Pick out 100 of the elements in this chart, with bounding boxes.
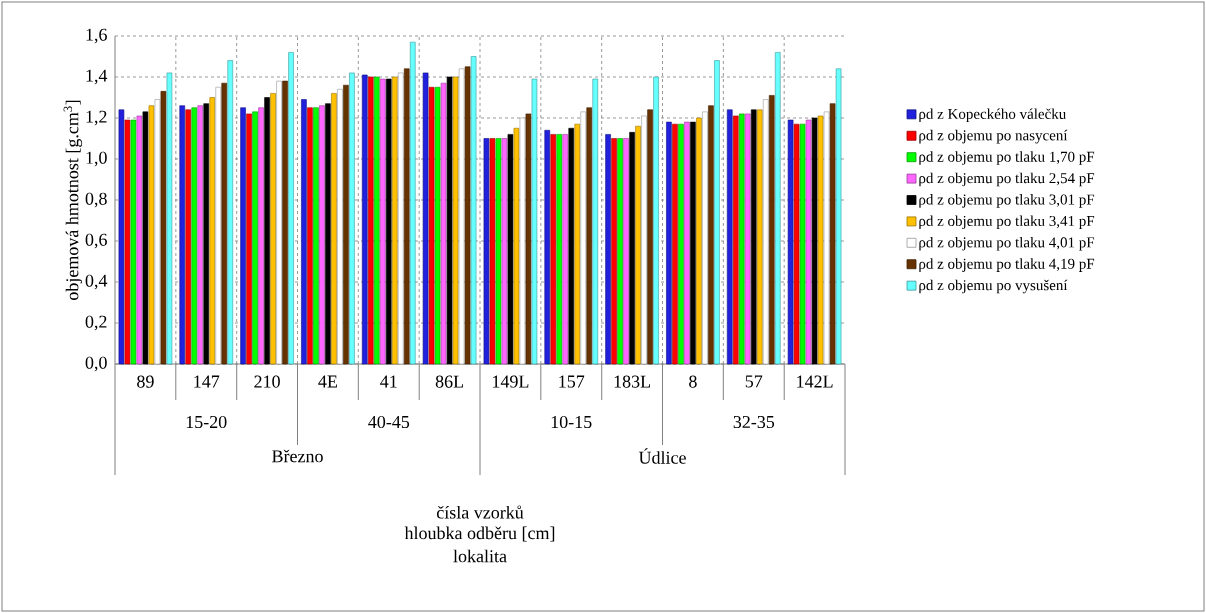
- bar: [556, 134, 563, 365]
- bar: [544, 130, 551, 365]
- bar: [313, 107, 319, 365]
- y-tick-label: 0,0: [85, 356, 107, 372]
- x-tick-label: 149L: [493, 375, 529, 388]
- bar: [605, 134, 611, 365]
- bar: [568, 127, 575, 365]
- bar: [452, 76, 459, 365]
- bar: [684, 121, 690, 365]
- bar: [635, 125, 641, 365]
- bar: [270, 93, 276, 365]
- x-tick-label: 86L: [435, 375, 463, 388]
- x-tick-label: 210: [254, 375, 280, 388]
- bar: [489, 138, 496, 365]
- legend-label: ρd z objemu po tlaku 1,70 pF: [919, 151, 1095, 165]
- bar: [264, 97, 270, 365]
- bar: [118, 109, 125, 365]
- text: Údlice: [638, 448, 686, 464]
- text: Březno: [272, 449, 323, 463]
- bar: [672, 123, 678, 365]
- bar: [470, 56, 477, 365]
- bar: [580, 111, 587, 365]
- bar: [373, 76, 380, 365]
- x-tick-label: 142L: [797, 375, 833, 388]
- bar: [422, 72, 429, 365]
- y-tick-label: 1,6: [86, 28, 107, 44]
- bar: [525, 113, 532, 365]
- bar: [191, 107, 198, 365]
- text: hloubka odběru [cm]: [404, 526, 555, 542]
- bar: [361, 74, 368, 365]
- legend-label: ρd z objemu po tlaku 4,19 pF: [919, 258, 1095, 272]
- bar: [215, 86, 222, 365]
- bar: [641, 115, 647, 365]
- bar: [240, 107, 246, 365]
- bar: [519, 117, 526, 365]
- bar: [434, 86, 441, 365]
- bar: [835, 68, 842, 365]
- bar: [276, 80, 282, 365]
- bar: [623, 138, 629, 365]
- bar: [750, 109, 757, 365]
- bar: [397, 72, 404, 365]
- bar: [154, 99, 161, 365]
- bar: [774, 52, 781, 365]
- bar: [446, 76, 453, 365]
- bar: [203, 103, 210, 365]
- bar: [756, 109, 763, 365]
- bar: [325, 103, 331, 365]
- bar: [501, 138, 508, 365]
- legend-label: ρd z objemu po tlaku 3,01 pF: [919, 194, 1095, 208]
- bar: [221, 82, 228, 365]
- bar: [678, 123, 684, 365]
- bar: [726, 109, 733, 365]
- bar: [385, 78, 392, 365]
- bar: [440, 82, 447, 365]
- bar: [185, 109, 192, 365]
- bar: [738, 113, 745, 365]
- bar: [823, 111, 830, 365]
- bar: [379, 78, 386, 365]
- y-tick-label: 1,2: [86, 110, 107, 126]
- x-tick-label: 41: [380, 375, 397, 388]
- bar: [629, 132, 635, 365]
- bar: [617, 138, 623, 365]
- x-tick-label: 183L: [614, 375, 651, 388]
- bar: [829, 103, 836, 365]
- bar: [483, 138, 490, 365]
- text: čísla vzorků: [436, 505, 524, 519]
- bar: [246, 113, 252, 365]
- bar: [428, 86, 435, 365]
- bar: [319, 105, 325, 365]
- bar: [495, 138, 502, 365]
- bar: [696, 117, 702, 365]
- text: lokalita: [453, 549, 507, 563]
- x-tick-label: 8: [689, 375, 697, 388]
- bar: [258, 107, 264, 365]
- x-tick-label: 4E: [318, 375, 338, 388]
- y-tick-label: 0,8: [85, 192, 107, 208]
- bar: [148, 105, 155, 365]
- bar: [179, 105, 186, 365]
- bar: [409, 41, 416, 365]
- bar: [337, 88, 343, 365]
- bar: [197, 105, 204, 365]
- bar: [647, 109, 653, 365]
- bar: [531, 78, 538, 365]
- bar: [288, 52, 294, 365]
- bar: [768, 95, 775, 365]
- y-tick-label: 1,4: [86, 69, 108, 85]
- bar: [586, 107, 593, 365]
- bar: [343, 84, 349, 365]
- legend-label: ρd z objemu po tlaku 3,41 pF: [919, 215, 1095, 230]
- text: 40-45: [368, 415, 410, 429]
- text: 32-35: [733, 415, 775, 429]
- bar: [714, 60, 720, 365]
- bar: [458, 68, 465, 365]
- bar: [702, 111, 708, 365]
- bar: [331, 93, 337, 365]
- bar: [653, 76, 659, 365]
- legend-label: ρd z objemu po tlaku 4,01 pF: [919, 236, 1095, 251]
- bar: [799, 123, 806, 365]
- text: 15-20: [186, 415, 227, 429]
- bar: [574, 123, 581, 365]
